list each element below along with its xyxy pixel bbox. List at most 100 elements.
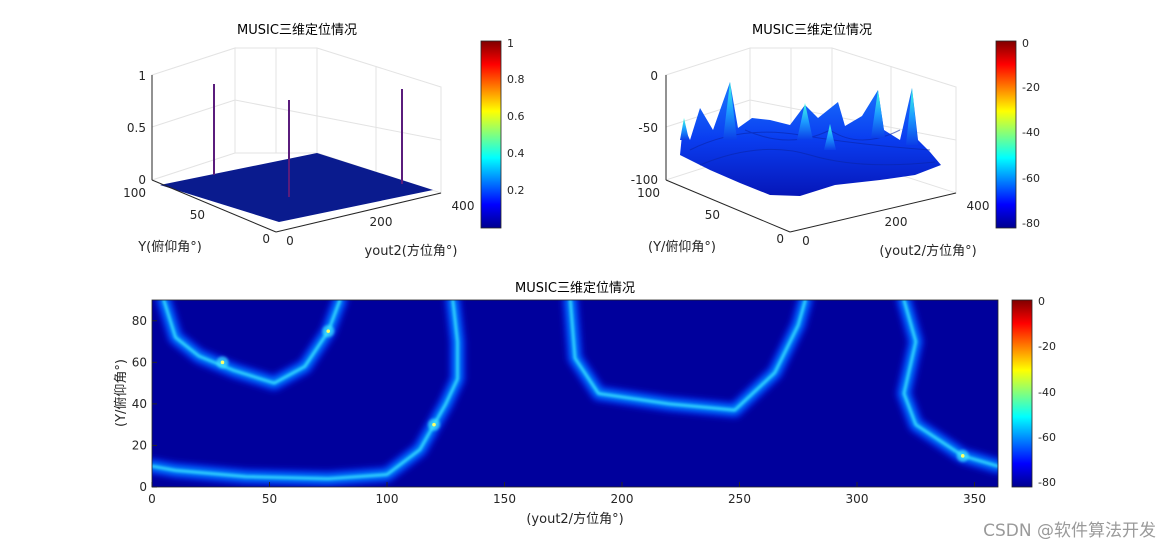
- chart-3-ytick: 20: [132, 438, 147, 452]
- chart-3-cbar-tick: -40: [1038, 386, 1056, 399]
- chart-2-x-axis: [789, 192, 957, 233]
- chart-2-xtick: 0: [802, 234, 810, 248]
- chart-2-grid: [665, 99, 751, 128]
- chart-3-peak: [432, 422, 436, 427]
- chart-2-cbar-tick: -20: [1022, 81, 1040, 94]
- chart-1-cbar-tick: 0.8: [507, 73, 525, 86]
- chart-2-ytick: 100: [637, 186, 660, 200]
- chart-2-cbar-tick: -40: [1022, 126, 1040, 139]
- chart-3-yticks: 0 20 40 60 80: [132, 314, 157, 494]
- chart-1-ytick: 100: [123, 186, 146, 200]
- chart-2-colorbar-ticks: 0 -20 -40 -60 -80: [1022, 37, 1040, 230]
- chart-3-xtick: 250: [728, 492, 751, 506]
- chart-2-cbar-tick: -80: [1022, 217, 1040, 230]
- chart-1-cbar-tick: 0.6: [507, 110, 525, 123]
- chart-3-ylabel: (Y/俯仰角°): [113, 359, 129, 427]
- chart-3-ridge: [902, 300, 998, 468]
- chart-2-ztick: -50: [638, 121, 658, 135]
- chart-2-xlabel: (yout2/方位角°): [879, 243, 976, 259]
- chart-1-xtick: 200: [370, 215, 393, 229]
- chart-1-ztick: 0.5: [127, 121, 146, 135]
- chart-1-cbar-tick: 1: [507, 37, 514, 50]
- chart-3-xtick: 350: [963, 492, 986, 506]
- chart-1-colorbar: [480, 40, 502, 229]
- chart-1: MUSIC三维定位情况 1 0.5 0 100 50 0: [123, 23, 524, 259]
- chart-1-yticks: 100 50 0: [123, 186, 270, 246]
- chart-2-ylabel: (Y/俯仰角°): [648, 239, 716, 255]
- chart-3-xtick: 100: [376, 492, 399, 506]
- chart-1-xlabel: yout2(方位角°): [365, 243, 458, 259]
- chart-2-colorbar: [995, 40, 1017, 229]
- chart-3-cbar-tick: 0: [1038, 295, 1045, 308]
- chart-3-ytick: 60: [132, 355, 147, 369]
- chart-3-ridge: [569, 300, 807, 412]
- chart-1-ztick: 0: [138, 173, 146, 187]
- chart-3-ytick: 80: [132, 314, 147, 328]
- chart-2-xtick: 200: [885, 215, 908, 229]
- chart-3-ridge: [152, 300, 459, 480]
- chart-1-zticks: 1 0.5 0: [127, 69, 146, 187]
- chart-2-peaks: [680, 82, 918, 150]
- chart-3-xtick: 0: [148, 492, 156, 506]
- chart-3-frame: [151, 299, 999, 488]
- chart-1-ytick: 50: [190, 208, 205, 222]
- chart-3-colorbar: [1011, 299, 1033, 488]
- chart-2-grid: [749, 99, 957, 141]
- chart-2-yticks: 100 50 0: [637, 186, 784, 246]
- chart-2-peak: [680, 118, 689, 140]
- chart-3-title: MUSIC三维定位情况: [515, 281, 635, 296]
- chart-1-ylabel: Y(俯仰角°): [137, 239, 202, 255]
- chart-2-peak: [906, 88, 918, 145]
- chart-1-floor-surface: [160, 153, 433, 222]
- chart-2-ytick: 0: [776, 232, 784, 246]
- chart-2-peak: [824, 124, 836, 150]
- chart-1-y-axis: [151, 179, 277, 233]
- chart-3-ytick: 40: [132, 397, 147, 411]
- chart-3-peak: [960, 454, 965, 458]
- chart-1-grid: [234, 99, 442, 141]
- chart-2-xticks: 0 200 400: [802, 199, 989, 248]
- chart-2: MUSIC三维定位情况 0 -50 -100 100 5: [631, 23, 1040, 259]
- chart-1-grid: [151, 99, 236, 128]
- chart-2-ztick: -100: [631, 173, 658, 187]
- chart-1-xtick: 0: [286, 234, 294, 248]
- chart-3-colorbar-ticks: 0 -20 -40 -60 -80: [1038, 295, 1056, 489]
- chart-1-colorbar-ticks: 1 0.8 0.6 0.4 0.2: [507, 37, 525, 197]
- chart-2-y-axis: [665, 179, 791, 233]
- chart-3-cbar-tick: -20: [1038, 340, 1056, 353]
- chart-2-ytick: 50: [705, 208, 720, 222]
- chart-2-peak: [723, 82, 737, 140]
- chart-3-xtick: 150: [493, 492, 516, 506]
- chart-3-xlabel: (yout2/方位角°): [526, 511, 623, 527]
- chart-3-ridge: [162, 300, 342, 385]
- chart-3-xtick: 50: [262, 492, 277, 506]
- chart-2-zticks: 0 -50 -100: [631, 69, 658, 187]
- chart-1-x-axis: [275, 192, 442, 233]
- chart-2-peak: [797, 103, 813, 140]
- chart-3-cbar-tick: -60: [1038, 431, 1056, 444]
- chart-2-title: MUSIC三维定位情况: [752, 23, 872, 38]
- chart-3-xtick: 300: [846, 492, 869, 506]
- chart-1-title: MUSIC三维定位情况: [237, 23, 357, 38]
- chart-2-cbar-tick: -60: [1022, 172, 1040, 185]
- chart-2-peak: [871, 90, 885, 138]
- chart-3: MUSIC三维定位情况 0 50 100 150 200 250 300 350 0 20 40 6…: [113, 281, 1056, 527]
- chart-3-peak: [220, 360, 225, 365]
- chart-1-xticks: 0 200 400: [286, 199, 474, 248]
- chart-3-peak: [326, 329, 331, 333]
- watermark: CSDN @软件算法开发: [983, 521, 1156, 541]
- chart-1-cbar-tick: 0.4: [507, 147, 525, 160]
- chart-1-ztick: 1: [138, 69, 146, 83]
- chart-2-ztick: 0: [650, 69, 658, 83]
- chart-1-ytick: 0: [262, 232, 270, 246]
- chart-3-xticks: 0 50 100 150 200 250 300 350: [148, 482, 986, 506]
- chart-2-cbar-tick: 0: [1022, 37, 1029, 50]
- chart-3-ytick: 0: [139, 480, 147, 494]
- chart-1-cbar-tick: 0.2: [507, 184, 525, 197]
- chart-2-xtick: 400: [967, 199, 990, 213]
- chart-3-plot-area: [152, 300, 998, 487]
- chart-3-cbar-tick: -80: [1038, 476, 1056, 489]
- chart-1-xtick: 400: [452, 199, 475, 213]
- chart-3-xtick: 200: [611, 492, 634, 506]
